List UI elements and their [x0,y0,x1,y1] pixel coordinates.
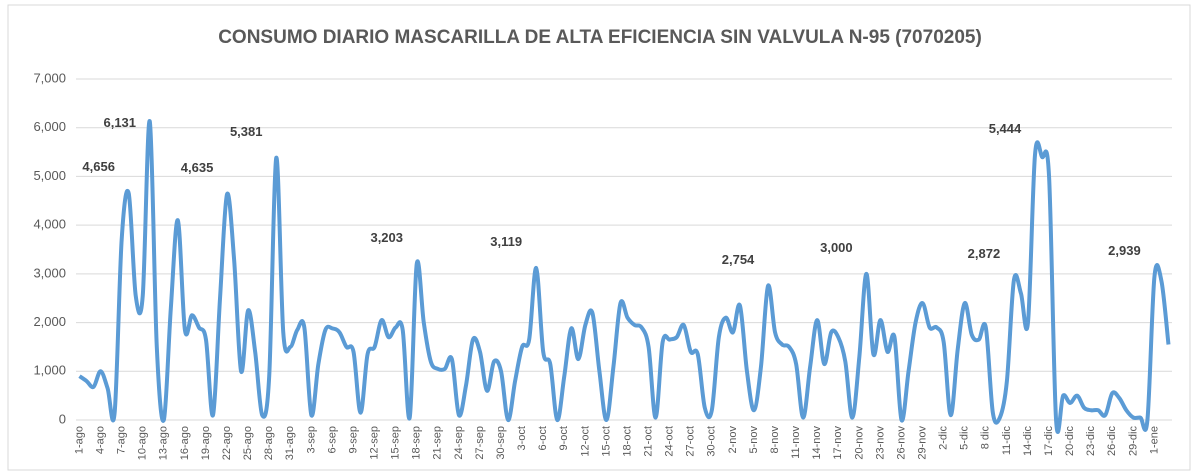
x-tick-label: 12-oct [579,426,591,457]
data-label: 5,381 [230,124,263,139]
x-tick-label: 1-ago [73,426,85,454]
data-line [78,119,1171,434]
x-tick-label: 14-nov [811,426,823,460]
x-tick-label: 8-nov [769,426,781,454]
data-label: 5,444 [989,121,1022,136]
chart-frame [7,4,1191,471]
x-tick-label: 30-oct [706,426,718,457]
x-tick-label: 16-ago [179,426,191,460]
x-tick-label: 30-sep [495,426,507,460]
x-tick-label: 27-sep [474,426,486,460]
x-tick-label: 24-oct [664,426,676,457]
x-tick-label: 4-ago [94,426,106,454]
data-label: 6,131 [103,115,136,130]
data-label: 2,754 [722,252,755,267]
y-tick-label: 6,000 [33,119,66,134]
x-tick-label: 5-dic [959,426,971,450]
chart-title: CONSUMO DIARIO MASCARILLA DE ALTA EFICIE… [218,27,982,48]
x-tick-label: 11-dic [1001,426,1013,456]
x-tick-label: 20-nov [853,426,865,460]
y-tick-label: 3,000 [33,265,66,280]
data-label: 2,872 [968,246,1001,261]
y-tick-label: 0 [59,411,66,426]
x-tick-label: 21-sep [432,426,444,460]
x-tick-label: 6-oct [537,426,549,450]
x-tick-label: 23-nov [874,426,886,460]
x-tick-label: 18-oct [621,426,633,457]
data-label: 3,203 [370,230,403,245]
x-tick-label: 9-oct [558,426,570,450]
x-tick-label: 17-nov [832,426,844,460]
data-label: 2,939 [1108,243,1141,258]
x-tick-label: 7-ago [116,426,128,454]
x-tick-label: 24-sep [453,426,465,460]
x-tick-label: 31-ago [284,426,296,460]
x-tick-label: 15-sep [390,426,402,460]
x-tick-label: 9-sep [347,426,359,454]
x-tick-label: 19-ago [200,426,212,460]
x-tick-label: 2-dic [938,426,950,450]
data-label: 3,119 [490,234,522,249]
x-tick-label: 3-sep [305,426,317,454]
y-tick-label: 1,000 [33,363,66,378]
x-tick-label: 6-sep [326,426,338,454]
x-tick-label: 27-oct [685,426,697,457]
x-tick-label: 2-nov [727,426,739,454]
y-tick-label: 2,000 [33,314,66,329]
x-tick-label: 1-ene [1148,426,1160,454]
y-tick-label: 5,000 [33,168,66,183]
x-tick-label: 8 dic [980,426,992,450]
x-tick-label: 29-dic [1127,426,1139,456]
x-tick-label: 21-oct [642,426,654,457]
x-tick-label: 18-sep [411,426,423,460]
x-tick-label: 12-sep [368,426,380,460]
x-tick-label: 13-ago [158,426,170,460]
x-tick-label: 17-dic [1043,426,1055,456]
x-tick-label: 11-nov [790,426,802,459]
x-tick-label: 26-dic [1106,426,1118,456]
y-tick-label: 7,000 [33,70,66,85]
x-tick-label: 10-ago [137,426,149,460]
x-tick-label: 3-oct [516,426,528,450]
x-tick-label: 23-dic [1085,426,1097,456]
x-tick-label: 20-dic [1064,426,1076,456]
x-tick-label: 25-ago [242,426,254,460]
x-tick-label: 15-oct [600,426,612,457]
data-label: 4,635 [181,160,214,175]
x-tick-label: 29-nov [916,426,928,460]
x-tick-label: 14-dic [1022,426,1034,456]
y-tick-label: 4,000 [33,217,66,232]
x-tick-label: 26-nov [895,426,907,460]
data-label: 4,656 [82,159,115,174]
x-tick-label: 22-ago [221,426,233,460]
data-label: 3,000 [820,240,853,255]
x-tick-label: 5-nov [748,426,760,454]
x-tick-label: 28-ago [263,426,275,460]
